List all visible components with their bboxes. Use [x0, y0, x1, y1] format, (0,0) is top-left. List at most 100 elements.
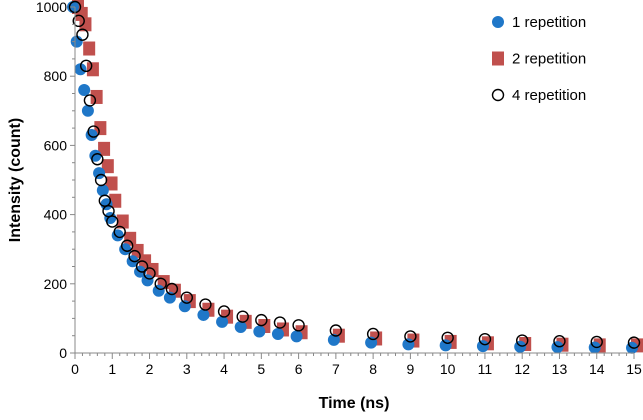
- data-point: [627, 336, 641, 349]
- data-point: [590, 335, 603, 349]
- data-point: [478, 332, 492, 346]
- x-axis-label: Time (ns): [319, 395, 390, 412]
- x-tick-label: 11: [478, 361, 493, 377]
- y-tick-label: 600: [44, 137, 68, 153]
- x-tick-label: 7: [332, 361, 340, 377]
- data-point: [101, 159, 114, 174]
- data-point: [152, 284, 165, 297]
- x-tick-label: 13: [552, 361, 568, 377]
- data-point: [96, 184, 109, 197]
- data-point: [93, 167, 106, 180]
- data-point: [89, 149, 102, 162]
- y-tick-label: 400: [44, 207, 68, 223]
- data-point: [106, 215, 119, 228]
- data-point: [81, 104, 94, 117]
- data-point: [199, 298, 212, 311]
- x-tick-label: 15: [626, 361, 642, 377]
- series-4-repetition: [68, 0, 641, 349]
- data-point: [476, 340, 489, 353]
- data-marks: [67, 0, 643, 354]
- data-point: [116, 214, 129, 229]
- data-point: [70, 35, 83, 48]
- legend-label: 1 repetition: [512, 14, 586, 31]
- y-axis-label: Intensity (count): [7, 118, 24, 242]
- data-point: [83, 41, 96, 56]
- x-tick-label: 3: [183, 361, 191, 377]
- x-tick-label: 2: [146, 361, 154, 377]
- data-point: [290, 330, 303, 343]
- data-point: [141, 274, 154, 287]
- x-tick-label: 0: [71, 361, 79, 377]
- data-point: [100, 198, 113, 211]
- data-point: [154, 277, 167, 290]
- data-point: [79, 17, 92, 32]
- legend-label: 4 repetition: [512, 87, 586, 104]
- x-tick-label: 10: [440, 361, 456, 377]
- y-tick-label: 1000: [36, 0, 67, 15]
- data-point: [83, 94, 97, 107]
- data-point: [292, 319, 305, 332]
- x-tick-label: 5: [257, 361, 265, 377]
- data-point: [120, 239, 134, 252]
- data-point: [329, 324, 343, 337]
- data-point: [72, 14, 85, 28]
- x-tick-label: 14: [589, 361, 605, 377]
- data-point: [273, 316, 287, 329]
- data-point: [124, 231, 137, 246]
- data-point: [253, 325, 266, 338]
- data-point: [128, 249, 141, 263]
- x-tick-label: 9: [407, 361, 415, 377]
- data-point: [104, 212, 117, 225]
- data-point: [255, 313, 268, 327]
- data-point: [404, 330, 417, 343]
- data-point: [90, 89, 103, 104]
- x-tick-label: 8: [369, 361, 377, 377]
- y-tick-label: 200: [44, 276, 68, 292]
- data-point: [327, 333, 340, 346]
- x-tick-label: 6: [295, 361, 303, 377]
- x-tick-label: 4: [220, 361, 228, 377]
- data-point: [79, 59, 93, 73]
- legend-item: 2 repetition: [492, 51, 586, 68]
- data-point: [165, 282, 179, 296]
- data-point: [86, 62, 99, 77]
- data-point: [87, 125, 100, 138]
- data-point: [98, 141, 111, 156]
- y-tick-label: 800: [44, 68, 68, 84]
- data-point: [74, 63, 87, 76]
- data-point: [135, 260, 149, 273]
- data-point: [271, 327, 284, 340]
- data-point: [441, 331, 454, 344]
- data-point: [366, 327, 380, 341]
- data-point: [516, 334, 529, 347]
- data-point: [402, 338, 415, 351]
- data-point: [94, 121, 107, 136]
- x-tick-label: 12: [514, 361, 530, 377]
- legend-marker: [491, 88, 505, 102]
- data-point: [76, 28, 89, 41]
- data-point: [551, 341, 564, 354]
- data-point: [216, 315, 229, 328]
- legend-item: 1 repetition: [492, 14, 586, 31]
- data-point: [217, 305, 231, 318]
- legend-item: 4 repetition: [491, 87, 586, 104]
- x-tick-label: 1: [108, 361, 116, 377]
- data-point: [91, 153, 104, 166]
- data-point: [113, 225, 126, 239]
- data-point: [180, 291, 194, 304]
- data-point: [105, 176, 118, 191]
- legend: 1 repetition 2 repetition 4 repetition: [491, 14, 586, 104]
- legend-label: 2 repetition: [512, 51, 586, 68]
- data-point: [197, 308, 210, 321]
- data-point: [234, 321, 247, 334]
- data-point: [439, 339, 452, 352]
- data-point: [514, 340, 527, 353]
- data-point: [236, 310, 249, 323]
- data-point: [111, 229, 124, 242]
- data-point: [85, 129, 98, 142]
- data-point: [553, 335, 566, 348]
- data-point: [78, 84, 91, 97]
- data-point: [143, 267, 156, 280]
